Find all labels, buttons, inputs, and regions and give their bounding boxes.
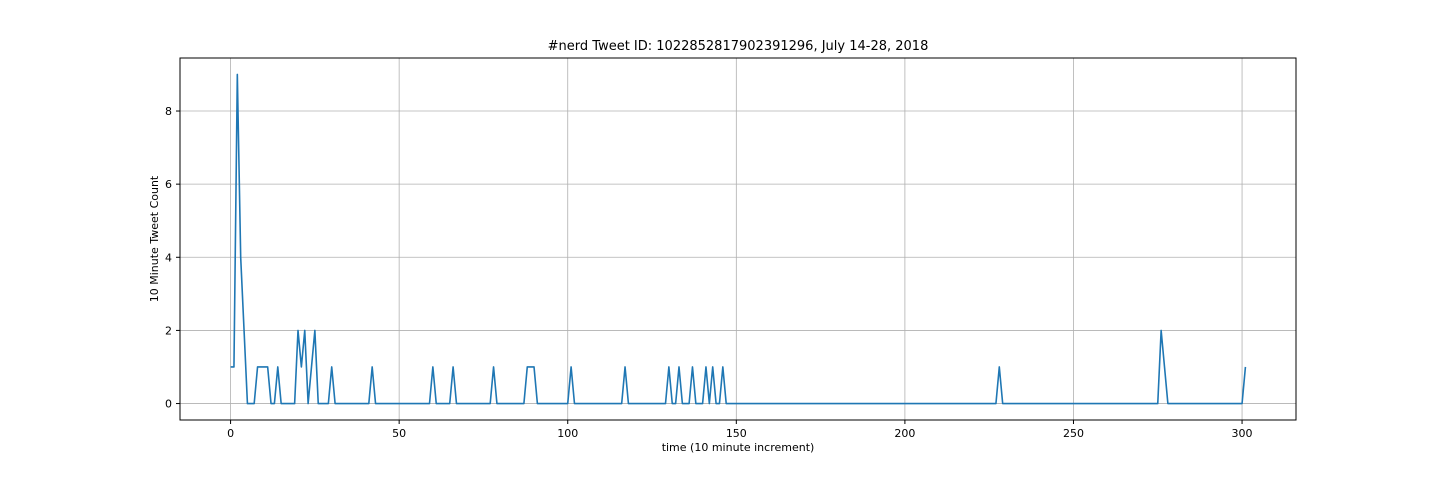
y-tick-label: 6 <box>165 178 172 191</box>
grid-lines <box>180 58 1296 420</box>
x-tick-label: 100 <box>557 427 578 440</box>
series-layer <box>230 73 1247 405</box>
x-tick-label: 0 <box>227 427 234 440</box>
y-tick-label: 4 <box>165 251 172 264</box>
x-tick-label: 300 <box>1232 427 1253 440</box>
y-tick-label: 8 <box>165 105 172 118</box>
y-axis-ticks: 0 2 4 6 8 <box>165 105 180 411</box>
x-tick-label: 200 <box>894 427 915 440</box>
x-tick-label: 150 <box>726 427 747 440</box>
x-tick-label: 50 <box>392 427 406 440</box>
chart-title: #nerd Tweet ID: 1022852817902391296, Jul… <box>548 39 929 54</box>
x-axis-ticks: 0 50 100 150 200 250 300 <box>227 420 1253 440</box>
y-tick-label: 0 <box>165 398 172 411</box>
x-tick-label: 250 <box>1063 427 1084 440</box>
y-axis-label: 10 Minute Tweet Count <box>148 175 161 302</box>
plot-frame <box>179 57 1297 421</box>
x-axis-label: time (10 minute increment) <box>662 441 815 454</box>
series-line <box>230 73 1247 405</box>
y-tick-label: 2 <box>165 324 172 337</box>
